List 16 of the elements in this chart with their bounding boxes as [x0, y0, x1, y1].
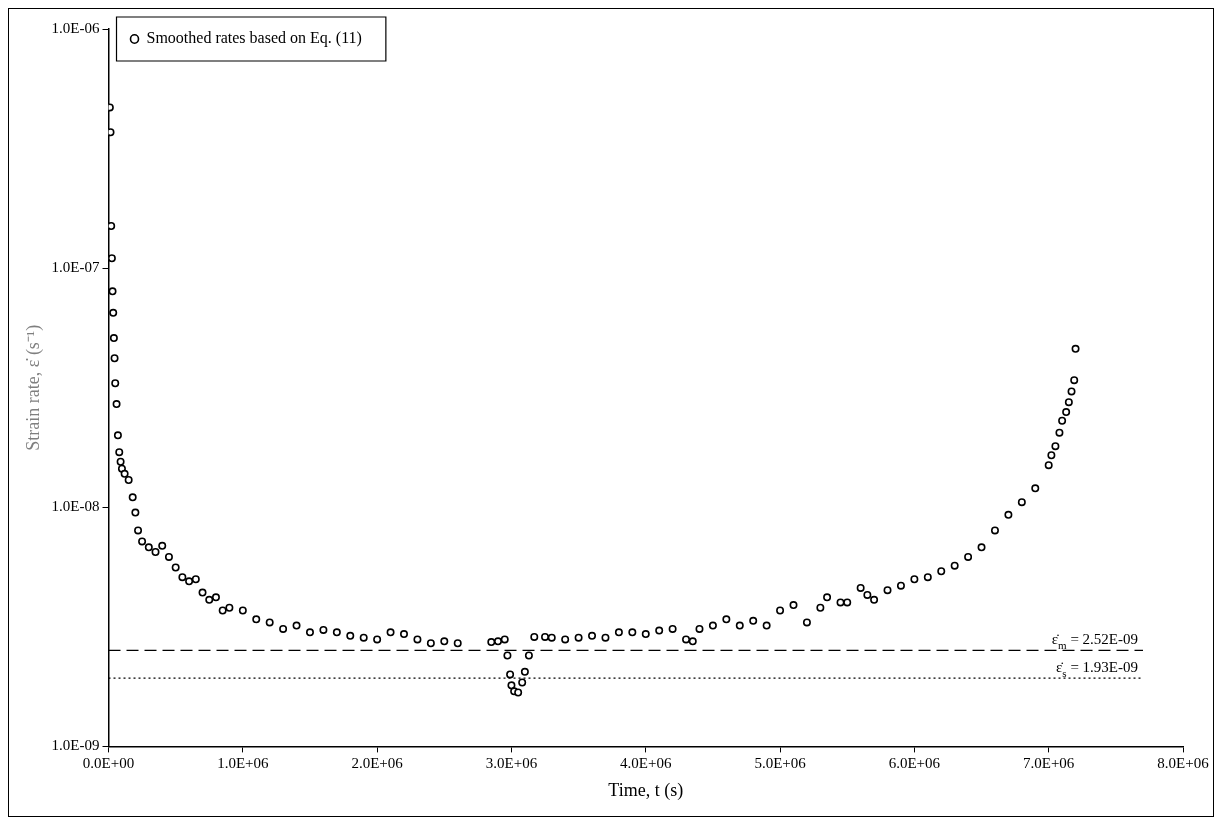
legend-label: Smoothed rates based on Eq. (11)	[146, 29, 362, 48]
y-tick-label: 1.0E-08	[51, 498, 100, 515]
y-axis-title: Strain rate, ε̇ (s⁻¹)	[22, 324, 44, 451]
y-tick-label: 1.0E-06	[51, 19, 100, 36]
x-tick-label: 8.0E+06	[1157, 755, 1210, 772]
x-tick-label: 1.0E+06	[217, 755, 269, 772]
x-axis-title: Time, t (s)	[608, 779, 684, 801]
y-tick-label: 1.0E-07	[51, 259, 100, 276]
x-tick-label: 7.0E+06	[1023, 755, 1075, 772]
x-tick-label: 5.0E+06	[754, 755, 807, 772]
x-tick-label: 3.0E+06	[485, 755, 538, 772]
x-tick-label: 2.0E+06	[351, 755, 404, 772]
x-tick-label: 6.0E+06	[888, 755, 941, 772]
x-tick-label: 4.0E+06	[620, 755, 672, 772]
y-tick-label: 1.0E-09	[51, 737, 100, 754]
x-tick-label: 0.0E+00	[82, 755, 135, 772]
